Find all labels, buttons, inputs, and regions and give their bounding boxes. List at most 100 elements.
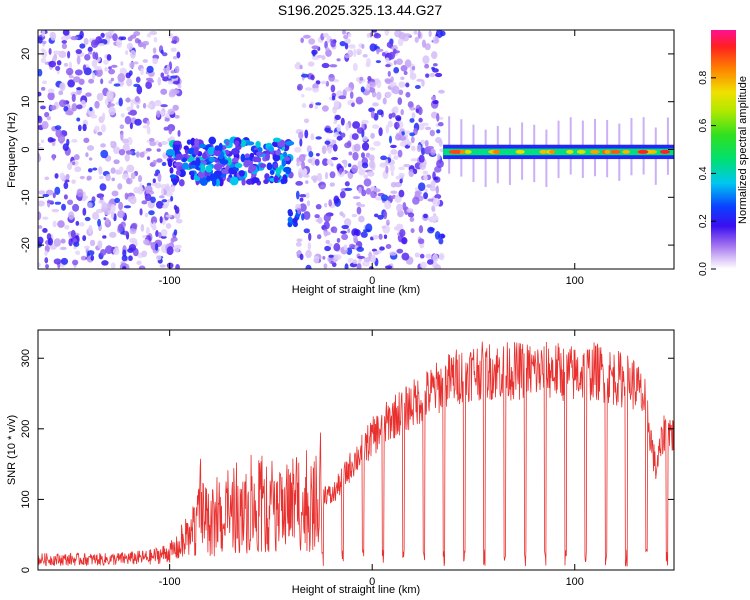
heatmap-cell [282,151,288,158]
heatmap-cell [164,118,170,122]
heatmap-cell [38,154,42,163]
heatmap-cell [56,60,62,66]
heatmap-cell [152,47,157,54]
heatmap-cell [398,89,404,96]
heatmap-cell [347,257,354,264]
heatmap-cell [87,168,93,173]
heatmap-cell [123,205,132,209]
heatmap-cell [137,175,143,183]
heatmap-cell [168,127,173,135]
heatmap-cell [145,81,153,90]
heatmap-cell [38,236,44,245]
snr-y-ticks: 0 100 200 300 [20,349,674,573]
heatmap-cell [154,182,162,189]
heatmap-cell [423,192,429,200]
heatmap-cell [282,174,288,183]
heatmap-cell [396,248,404,254]
heatmap-cell [299,203,307,212]
heatmap-cell [229,176,239,186]
heatmap-cell [369,87,376,93]
heatmap-cell [410,158,418,162]
heatmap-cell [398,81,406,88]
heatmap-cell [130,34,137,39]
heatmap-cell [125,50,129,55]
heatmap-cell [404,130,411,135]
heatmap-cell [157,173,162,183]
heatmap-cell [162,76,169,82]
heatmap-cell [256,156,262,163]
heatmap-cell [82,64,87,72]
heatmap-cell [67,199,74,205]
heatmap-cell [302,174,310,178]
heatmap-cell [213,163,223,171]
heatmap-cell [306,145,312,153]
heatmap-region [443,116,674,188]
heatmap-cell [426,145,434,150]
heatmap-cell [187,147,196,155]
heatmap-cell [375,60,381,64]
heatmap-cell [71,93,76,103]
heatmap-cell [87,46,93,53]
heatmap-cell [119,124,125,130]
heatmap-cell [272,153,281,162]
heatmap-cell [610,149,621,154]
heatmap-cell [418,238,425,245]
heatmap-cell [208,156,216,163]
heatmap-cell [189,164,197,169]
heatmap-cell [311,45,320,50]
heatmap-region [287,207,302,228]
heatmap-cell [60,35,69,41]
heatmap-cell [135,76,141,83]
heatmap-cell [110,204,116,213]
heatmap-cell [373,213,379,218]
heatmap-cell [97,240,103,249]
heatmap-cell [333,120,337,125]
heatmap-cell [301,213,305,221]
heatmap-cell [373,112,379,121]
heatmap-cell [344,181,350,187]
heatmap-cell [198,143,206,149]
heatmap-cell [135,151,140,158]
heatmap-cell [297,208,302,215]
heatmap-cell [424,126,432,131]
heatmap-cell [413,30,418,35]
heatmap-cell [403,163,411,168]
heatmap-cell [304,129,309,139]
heatmap-cell [308,151,314,158]
heatmap-cell [385,220,390,224]
heatmap-cell [297,83,303,91]
y-tick-label: 300 [20,349,32,367]
heatmap-cell [324,171,329,180]
heatmap-cell [373,33,382,39]
heatmap-cell [464,149,472,154]
snr-series-line [38,341,674,567]
heatmap-cell [172,178,178,186]
heatmap-cell [432,197,441,207]
heatmap-cell [177,130,181,137]
heatmap-cell [401,237,408,245]
heatmap-cell [409,132,416,137]
heatmap-cell [302,34,311,39]
heatmap-cell [323,231,331,236]
heatmap-cell [240,153,246,163]
heatmap-cell [329,64,338,68]
heatmap-cell [402,141,408,145]
heatmap-cell [321,105,329,112]
heatmap-cell [328,199,333,207]
heatmap-cell [266,162,273,171]
heatmap-cell [411,65,416,71]
heatmap-cell [84,245,90,250]
heatmap-cell [63,62,69,67]
heatmap-cell [244,153,250,158]
heatmap-cell [400,76,405,81]
heatmap-cell [395,175,402,180]
heatmap-cell [320,80,327,85]
heatmap-cell [303,118,310,124]
heatmap-cell [429,186,437,192]
heatmap-cell [406,208,414,213]
heatmap-cell [458,149,466,154]
heatmap-cell [431,215,439,223]
heatmap-cell [111,64,118,68]
heatmap-cell [38,190,46,195]
heatmap-cell [109,231,117,238]
